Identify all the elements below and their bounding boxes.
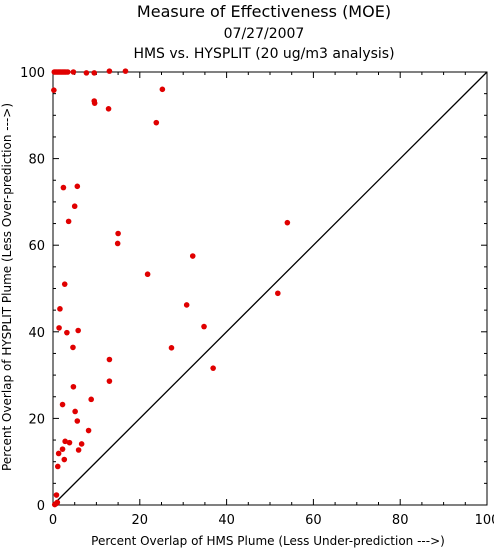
y-tick-label: 0 xyxy=(37,499,45,514)
x-tick-label: 20 xyxy=(132,513,149,528)
data-point xyxy=(70,344,76,351)
data-point xyxy=(189,253,196,259)
x-tick-label: 80 xyxy=(392,513,409,528)
data-point xyxy=(275,290,281,297)
chart-date: 07/27/2007 xyxy=(224,26,305,42)
data-point xyxy=(91,70,98,76)
data-point xyxy=(64,329,70,336)
data-point xyxy=(56,325,62,331)
y-tick-label: 60 xyxy=(28,239,45,254)
data-point xyxy=(83,70,90,76)
y-tick-label: 40 xyxy=(28,326,45,341)
y-axis-label: Percent Overlap of HYSPLIT Plume (Less O… xyxy=(0,103,14,471)
data-point xyxy=(72,408,78,415)
data-point xyxy=(85,427,92,434)
data-point xyxy=(51,501,58,508)
data-point xyxy=(59,446,66,452)
data-point xyxy=(51,87,57,93)
data-point xyxy=(53,492,60,498)
x-tick-label: 40 xyxy=(218,513,235,528)
data-point xyxy=(74,418,81,424)
data-point xyxy=(201,323,207,330)
data-point xyxy=(64,69,71,75)
data-point xyxy=(284,219,291,226)
y-tick-label: 80 xyxy=(28,153,45,168)
y-tick-label: 100 xyxy=(20,66,45,81)
data-point xyxy=(153,119,160,126)
data-point xyxy=(105,106,112,112)
chart-title: Measure of Effectiveness (MOE) xyxy=(137,2,391,21)
data-point xyxy=(59,401,66,408)
data-point xyxy=(91,100,98,106)
data-point xyxy=(62,438,68,445)
y-tick-label: 20 xyxy=(28,412,45,427)
data-point xyxy=(114,240,121,247)
data-point xyxy=(54,463,61,470)
chart-subtitle: HMS vs. HYSPLIT (20 ug/m3 analysis) xyxy=(133,46,394,62)
data-point xyxy=(66,439,73,446)
data-point xyxy=(78,441,85,447)
data-point xyxy=(144,271,151,278)
data-point xyxy=(210,365,216,371)
x-tick-label: 100 xyxy=(475,513,494,528)
data-point xyxy=(75,447,82,453)
data-point xyxy=(159,86,166,93)
plot-area: 0 20 40 60 80 100 0 20 40 60 80 100 xyxy=(20,66,494,528)
x-axis-label: Percent Overlap of HMS Plume (Less Under… xyxy=(91,534,445,548)
data-point xyxy=(71,203,78,210)
data-point xyxy=(106,378,113,384)
data-point xyxy=(106,68,113,74)
data-point xyxy=(61,456,68,463)
x-tick-label: 60 xyxy=(305,513,322,528)
data-point xyxy=(74,183,81,190)
data-point xyxy=(70,383,77,390)
data-point xyxy=(61,281,68,287)
data-point xyxy=(70,69,77,75)
x-tick-label: 0 xyxy=(49,513,57,528)
data-point xyxy=(88,396,94,403)
data-point xyxy=(168,345,175,351)
data-point xyxy=(106,356,113,363)
data-point xyxy=(75,327,81,334)
data-point xyxy=(115,230,121,237)
data-point xyxy=(122,68,129,74)
data-point xyxy=(60,184,67,191)
one-to-one-line xyxy=(52,71,488,506)
data-point xyxy=(183,302,190,308)
data-point xyxy=(55,450,62,457)
data-point xyxy=(65,218,72,225)
data-point xyxy=(57,306,63,312)
